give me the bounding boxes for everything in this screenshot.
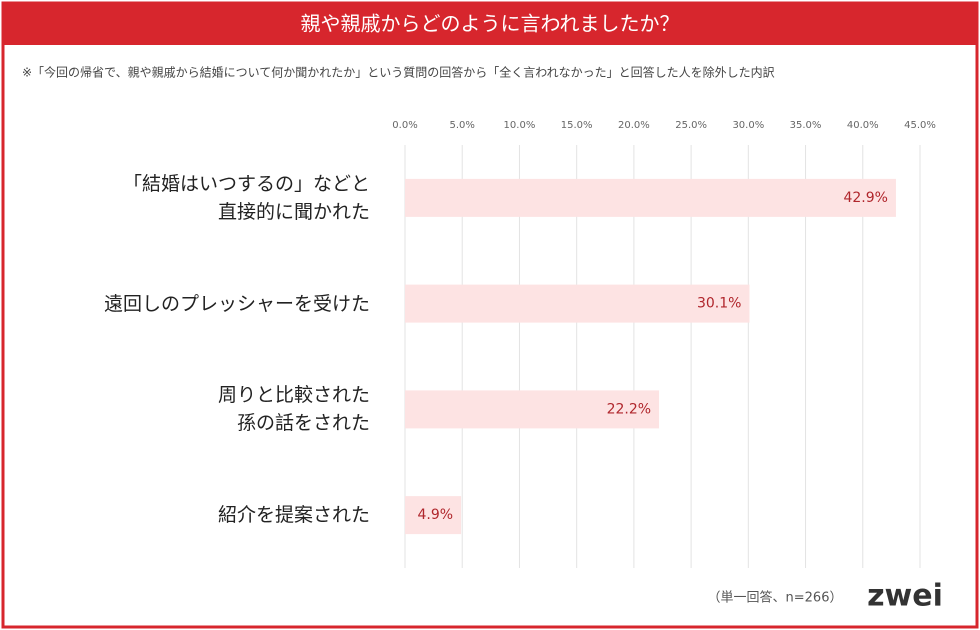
value-label: 30.1% [697,296,741,312]
x-tick-label: 5.0% [450,120,475,131]
chart-title: 親や親戚からどのように言われましたか？ [301,12,680,36]
x-tick-label: 35.0% [790,120,822,131]
title-bar [3,3,977,45]
bar [405,496,462,535]
bar [405,284,750,323]
x-tick-label: 10.0% [504,120,536,131]
logo: zwei [867,579,943,614]
x-tick-label: 15.0% [561,120,593,131]
category-label: 遠回しのプレッシャーを受けた [103,292,370,315]
bar [405,178,896,217]
x-tick-label: 40.0% [847,120,879,131]
bar [405,390,660,429]
value-label: 42.9% [843,190,887,206]
value-label: 4.9% [417,507,453,523]
x-tick-label: 45.0% [904,120,936,131]
x-tick-label: 25.0% [675,120,707,131]
note: （単一回答、n=266） [708,590,843,606]
x-tick-label: 0.0% [392,120,417,131]
value-label: 22.2% [607,401,651,417]
subtitle: ※「今回の帰省で、親や親戚から結婚について何か聞かれたか」という質問の回答から「… [22,65,775,80]
x-tick-label: 20.0% [618,120,650,131]
category-label: 紹介を提案された [217,504,370,527]
x-tick-label: 30.0% [732,120,764,131]
category-label: 周りと比較された 孫の話をされた [217,384,370,435]
category-label: 「結婚はいつするの」などと 直接的に聞かれた [122,172,370,223]
